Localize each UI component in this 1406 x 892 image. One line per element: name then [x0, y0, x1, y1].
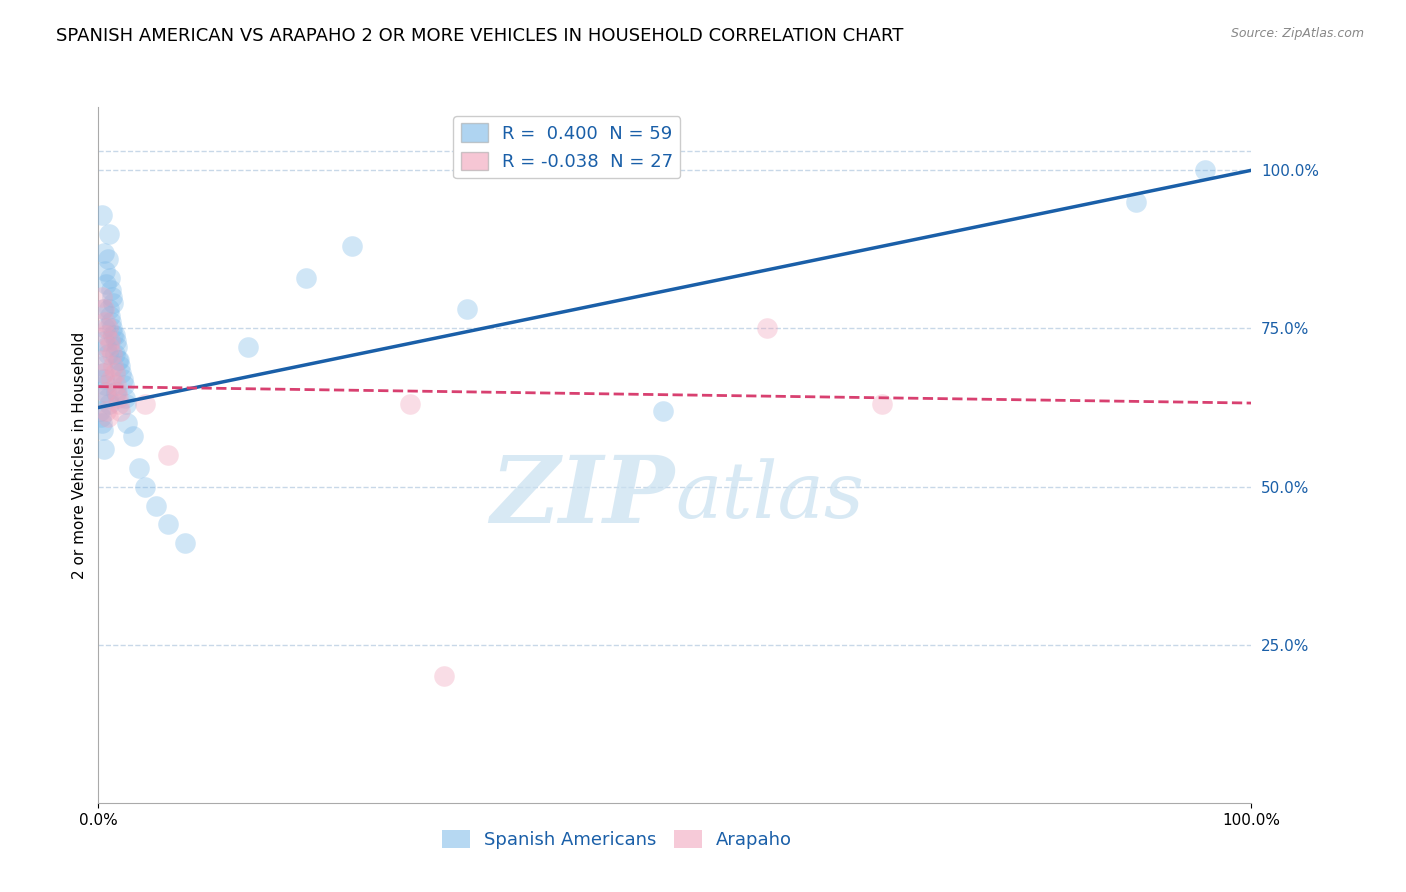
Point	[112, 378, 135, 392]
Point	[872, 397, 894, 411]
Point	[98, 334, 121, 348]
Point	[97, 227, 120, 241]
Text: ZIP: ZIP	[491, 451, 675, 541]
Point	[93, 334, 115, 348]
Point	[652, 403, 675, 417]
Point	[110, 403, 132, 417]
Point	[94, 378, 117, 392]
Point	[174, 536, 197, 550]
Point	[93, 302, 115, 317]
Point	[93, 245, 115, 260]
Point	[98, 309, 121, 323]
Point	[93, 442, 115, 456]
Point	[97, 252, 120, 266]
Point	[110, 366, 132, 380]
Point	[134, 479, 156, 493]
Point	[104, 334, 127, 348]
Point	[107, 353, 129, 368]
Point	[156, 448, 179, 462]
Point	[115, 397, 138, 411]
Point	[97, 409, 120, 424]
Point	[103, 296, 125, 310]
Point	[101, 290, 124, 304]
Point	[756, 321, 779, 335]
Point	[96, 340, 118, 354]
Text: atlas: atlas	[675, 458, 863, 535]
Point	[97, 397, 120, 411]
Point	[433, 669, 456, 683]
Point	[97, 340, 120, 354]
Point	[100, 372, 122, 386]
Point	[97, 347, 120, 361]
Point	[90, 208, 112, 222]
Point	[103, 327, 125, 342]
Point	[91, 302, 114, 317]
Point	[90, 290, 112, 304]
Point	[94, 264, 117, 278]
Point	[91, 353, 114, 368]
Point	[105, 384, 128, 399]
Point	[96, 403, 118, 417]
Point	[93, 372, 115, 386]
Point	[103, 347, 125, 361]
Point	[1125, 194, 1147, 209]
Point	[97, 302, 120, 317]
Point	[122, 429, 145, 443]
Point	[94, 321, 117, 335]
Point	[89, 403, 111, 417]
Point	[108, 353, 131, 368]
Text: Source: ZipAtlas.com: Source: ZipAtlas.com	[1230, 27, 1364, 40]
Point	[145, 499, 167, 513]
Y-axis label: 2 or more Vehicles in Household: 2 or more Vehicles in Household	[72, 331, 87, 579]
Point	[156, 517, 179, 532]
Point	[100, 284, 122, 298]
Point	[94, 315, 117, 329]
Point	[91, 366, 114, 380]
Point	[104, 378, 127, 392]
Point	[90, 409, 112, 424]
Point	[340, 239, 363, 253]
Point	[111, 372, 134, 386]
Point	[1194, 163, 1216, 178]
Point	[97, 391, 120, 405]
Point	[108, 397, 131, 411]
Point	[94, 384, 117, 399]
Point	[96, 277, 118, 292]
Point	[107, 391, 129, 405]
Point	[117, 417, 139, 431]
Point	[97, 321, 120, 335]
Legend: Spanish Americans, Arapaho: Spanish Americans, Arapaho	[436, 822, 799, 856]
Point	[91, 423, 114, 437]
Point	[101, 321, 124, 335]
Point	[104, 384, 127, 399]
Point	[110, 359, 132, 374]
Point	[103, 366, 125, 380]
Point	[398, 397, 420, 411]
Point	[90, 417, 112, 431]
Point	[295, 270, 318, 285]
Point	[100, 315, 122, 329]
Point	[101, 347, 124, 361]
Point	[98, 270, 121, 285]
Point	[90, 359, 112, 374]
Point	[103, 327, 125, 342]
Point	[134, 397, 156, 411]
Point	[103, 359, 125, 374]
Point	[456, 302, 478, 317]
Point	[128, 460, 150, 475]
Point	[238, 340, 260, 354]
Point	[96, 384, 118, 399]
Point	[93, 366, 115, 380]
Text: SPANISH AMERICAN VS ARAPAHO 2 OR MORE VEHICLES IN HOUSEHOLD CORRELATION CHART: SPANISH AMERICAN VS ARAPAHO 2 OR MORE VE…	[56, 27, 904, 45]
Point	[114, 391, 136, 405]
Point	[105, 340, 128, 354]
Point	[96, 327, 118, 342]
